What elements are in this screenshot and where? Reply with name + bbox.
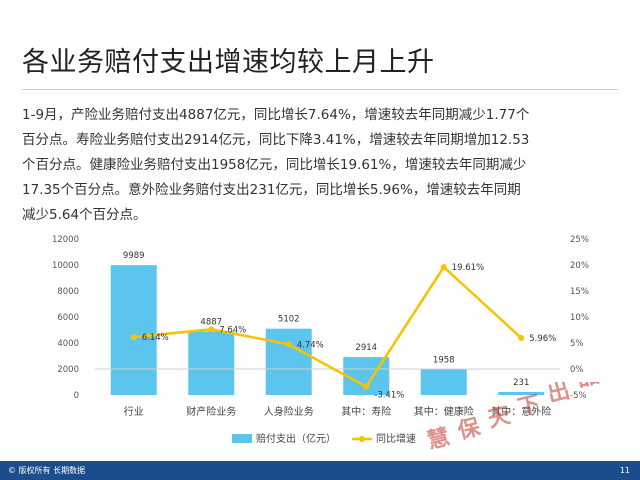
bar-value-label: 2914 [355, 343, 377, 353]
bar-value-label: 5102 [278, 315, 300, 325]
summary-line: 减少5.64个百分点。 [22, 207, 147, 223]
y-left-tick-label: 2000 [57, 365, 79, 375]
growth-point [285, 341, 292, 348]
bar-value-label: 4887 [200, 317, 222, 327]
claims-combo-chart: 0 2000 4000 6000 8000 10000 12000 -5% 0% 5% 10% 15%… [52, 235, 589, 445]
legend-bar-swatch [232, 434, 252, 443]
bar-value-label: 9989 [123, 251, 145, 261]
y-right-tick-label: 25% [570, 235, 589, 245]
bar-value-label: 1958 [433, 356, 455, 366]
growth-value-label: -3.41% [374, 391, 404, 401]
x-tick-label: 其中：寿险 [341, 405, 391, 418]
growth-point [518, 335, 525, 342]
summary-line: 17.35个百分点。意外险业务赔付支出231亿元，同比增长5.96%，增速较去年… [22, 182, 521, 198]
growth-value-label: 19.61% [452, 263, 484, 273]
summary-line: 百分点。寿险业务赔付支出2914亿元，同比下降3.41%，增速较去年同期增加12… [22, 132, 530, 148]
growth-value-label: 4.74% [297, 340, 324, 350]
summary-line: 个百分点。健康险业务赔付支出1958亿元，同比增长19.61%，增速较去年同期减… [22, 157, 527, 173]
y-left-tick-label: 0 [74, 391, 79, 401]
y-right-tick-label: -5% [570, 391, 587, 401]
page-title: 各业务赔付支出增速均较上月上升 [22, 47, 435, 78]
growth-point [130, 334, 137, 341]
page-number: 11 [619, 466, 630, 475]
x-tick-label: 人身险业务 [264, 405, 314, 418]
y-right-tick-label: 0% [570, 365, 584, 375]
bar [188, 331, 235, 395]
growth-point [208, 326, 215, 333]
y-left-tick-label: 6000 [57, 313, 79, 323]
growth-value-label: 6.14% [142, 333, 169, 343]
footer-bar: © 版权所有 长期数据 11 [0, 461, 640, 480]
x-tick-label: 行业 [124, 405, 144, 418]
y-right-tick-label: 15% [570, 287, 589, 297]
title-divider [22, 89, 618, 90]
legend-bar-label: 赔付支出（亿元） [256, 432, 336, 445]
legend-line-label: 同比增速 [376, 432, 416, 445]
bar-value-label: 231 [513, 378, 529, 388]
y-left-tick-label: 4000 [57, 339, 79, 349]
footer-copyright: © 版权所有 长期数据 [8, 466, 86, 475]
x-tick-label: 财产险业务 [186, 405, 236, 418]
bar [110, 265, 157, 395]
y-left-tick-label: 12000 [52, 235, 79, 245]
growth-point [363, 383, 370, 390]
y-right-tick-label: 5% [570, 339, 584, 349]
bar [498, 391, 545, 395]
growth-point [440, 264, 447, 271]
summary-paragraph: 1-9月，产险业务赔付支出4887亿元，同比增长7.64%，增速较去年同期减少1… [22, 103, 622, 228]
bar [420, 369, 467, 395]
growth-line [133, 265, 523, 389]
growth-value-label: 7.64% [219, 325, 246, 335]
y-left-tick-label: 10000 [52, 261, 79, 271]
legend-line-marker [359, 436, 365, 442]
y-right-tick-label: 20% [570, 261, 589, 271]
x-tick-label: 其中：健康险 [414, 405, 474, 418]
bar [265, 328, 312, 395]
x-tick-label: 其中：意外险 [491, 405, 551, 418]
y-left-tick-label: 8000 [57, 287, 79, 297]
summary-line: 1-9月，产险业务赔付支出4887亿元，同比增长7.64%，增速较去年同期减少1… [22, 107, 530, 123]
growth-value-label: 5.96% [529, 334, 556, 344]
y-right-tick-label: 10% [570, 313, 589, 323]
